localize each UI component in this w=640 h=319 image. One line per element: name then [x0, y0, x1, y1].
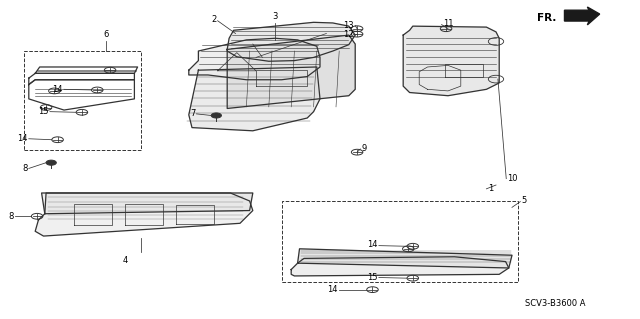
Text: 7: 7	[190, 109, 195, 118]
Text: 14: 14	[17, 134, 28, 143]
Text: 9: 9	[362, 144, 367, 153]
Text: 10: 10	[508, 174, 518, 182]
Circle shape	[211, 113, 221, 118]
Bar	[282, 201, 518, 282]
Text: 14: 14	[327, 285, 337, 293]
Text: 8: 8	[22, 164, 28, 173]
Text: 11: 11	[443, 19, 453, 28]
Circle shape	[46, 160, 56, 165]
Text: 5: 5	[522, 197, 527, 205]
Text: FR.: FR.	[538, 12, 557, 23]
Text: 6: 6	[103, 30, 108, 39]
Polygon shape	[403, 26, 499, 96]
Polygon shape	[298, 249, 512, 268]
Bar	[24, 51, 141, 150]
Text: 12: 12	[344, 30, 354, 39]
Text: 15: 15	[367, 273, 378, 282]
Polygon shape	[189, 67, 320, 131]
Text: 1: 1	[488, 184, 493, 193]
Polygon shape	[35, 193, 253, 236]
Polygon shape	[189, 38, 320, 80]
Text: 8: 8	[9, 212, 14, 221]
Text: 15: 15	[38, 107, 49, 116]
Text: 13: 13	[343, 21, 354, 30]
Text: 14: 14	[52, 85, 63, 94]
Polygon shape	[291, 257, 509, 276]
Polygon shape	[227, 35, 355, 108]
Polygon shape	[227, 22, 355, 61]
Text: 14: 14	[367, 241, 378, 249]
Polygon shape	[45, 193, 253, 214]
Text: SCV3-B3600 A: SCV3-B3600 A	[525, 299, 586, 308]
Polygon shape	[564, 7, 600, 25]
Text: 4: 4	[122, 256, 127, 265]
Text: 2: 2	[211, 15, 216, 24]
Text: 3: 3	[273, 12, 278, 21]
